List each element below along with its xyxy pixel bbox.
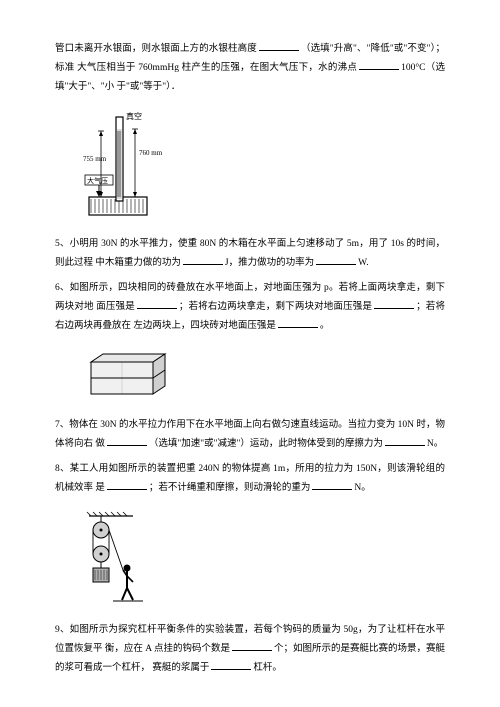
q7-blank-1[interactable] — [107, 435, 147, 446]
q5-paragraph: 5、小明用 30N 的水平推力，使重 80N 的木箱在水平面上匀速移动了 5m，… — [55, 235, 445, 273]
q8-paragraph: 8、某工人用如图所示的装置把重 240N 的物体提高 1m，所用的拉力为 150… — [55, 460, 445, 498]
label-atm: 大气压 — [87, 176, 108, 185]
q4-blank-1[interactable] — [259, 40, 299, 51]
q9-text-b: 衡，应在 A 点挂的钩码个数是 — [105, 644, 230, 654]
q6-text-c: ；若将右边两块拿走，剩下两块对地面压强是 — [179, 302, 372, 312]
label-755: 755 mm — [83, 155, 107, 163]
q5-text-b: 中木箱重力做的功为 — [95, 258, 181, 268]
barometer-svg: 真空 755 mm 760 mm 大气压 — [83, 109, 183, 219]
q6-blank-3[interactable] — [278, 317, 318, 328]
q5-text-c: J，推力做功的功率为 — [225, 258, 314, 268]
q7-text-d: N。 — [427, 439, 443, 449]
q4-text-3: 大气压相当于 760mmHg 柱产生的压强，在图大气压下，水的沸点 — [77, 63, 357, 73]
q6-text-f: 。 — [320, 321, 330, 331]
label-vacuum: 真空 — [126, 111, 142, 121]
q5-text-d: W. — [358, 258, 368, 268]
figure-pulley — [83, 510, 445, 605]
q7-text-c: （选填"加速"或"减速"）运动，此时物体受到的摩擦力为 — [149, 439, 383, 449]
q9-text-d: 赛艇的浆属于 — [152, 663, 209, 673]
q8-text-d: N。 — [354, 483, 370, 493]
q6-paragraph: 6、如图所示，四块相同的砖叠放在水平地面上，对地面压强为 p。若将上面两块拿走，… — [55, 279, 445, 336]
q7-text-b: 做 — [95, 439, 105, 449]
q7-paragraph: 7、物体在 30N 的水平拉力作用下在水平地面上向右做匀速直线运动。当拉力变为 … — [55, 416, 445, 454]
label-760: 760 mm — [139, 149, 163, 157]
q9-paragraph: 9、如图所示为探究杠杆平衡条件的实验装置，若每个钩码的质量为 50g，为了让杠杆… — [55, 621, 445, 678]
q8-text-c: ；若不计绳重和摩擦，则动滑轮的重为 — [149, 483, 311, 493]
figure-bricks — [83, 348, 445, 400]
q4-tail-paragraph: 管口未离开水银面，则水银面上方的水银柱高度（选填"升高"、"降低"或"不变"）；… — [55, 40, 445, 97]
q4-text-5: 于"或"等于"）． — [117, 82, 181, 92]
q6-blank-1[interactable] — [137, 298, 177, 309]
q8-text-b: 是 — [95, 483, 105, 493]
bricks-svg — [83, 348, 173, 400]
q6-blank-2[interactable] — [374, 298, 414, 309]
q9-blank-1[interactable] — [232, 640, 272, 651]
q8-blank-1[interactable] — [107, 479, 147, 490]
q4-blank-2[interactable] — [359, 59, 399, 70]
q6-text-e: 左边两块上，四块砖对地面压强是 — [133, 321, 276, 331]
pulley-svg — [83, 510, 153, 605]
q5-blank-2[interactable] — [316, 254, 356, 265]
q5-blank-1[interactable] — [183, 254, 223, 265]
q8-blank-2[interactable] — [312, 479, 352, 490]
q6-text-b: 面压强是 — [96, 302, 135, 312]
figure-barometer: 真空 755 mm 760 mm 大气压 — [83, 109, 445, 219]
q7-blank-2[interactable] — [385, 435, 425, 446]
q9-blank-2[interactable] — [211, 659, 251, 670]
q4-text-1: 管口未离开水银面，则水银面上方的水银柱高度 — [55, 44, 257, 54]
q9-text-e: 杠杆。 — [253, 663, 282, 673]
